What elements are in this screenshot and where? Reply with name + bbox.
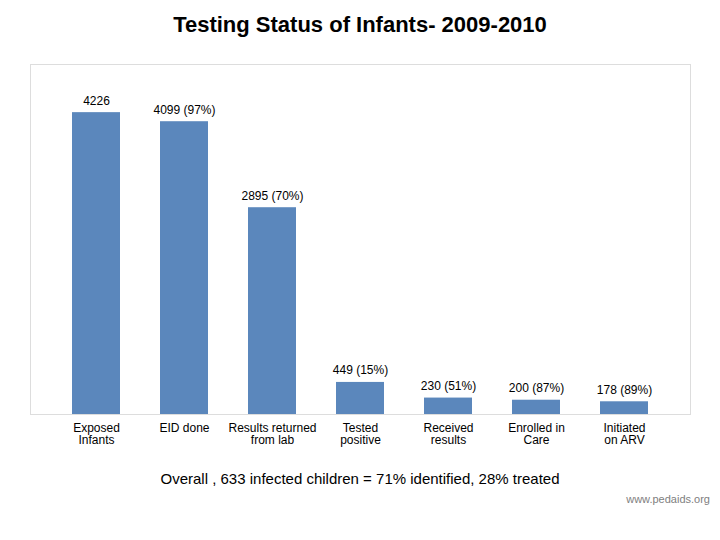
svg-text:Testedpositive: Testedpositive — [340, 421, 381, 447]
svg-text:178 (89%): 178 (89%) — [597, 383, 652, 397]
svg-text:ExposedInfants: ExposedInfants — [73, 421, 120, 447]
html-text:Overall , 633 infected childre: Overall , 633 infected children = 71% id… — [160, 470, 560, 487]
svg-text:Enrolled inCare: Enrolled inCare — [508, 421, 565, 447]
html-text:Testing Status of Infants- 200: Testing Status of Infants- 2009-2010 — [173, 12, 547, 37]
svg-text:200 (87%): 200 (87%) — [509, 381, 564, 395]
svg-text:Results returnedfrom lab: Results returnedfrom lab — [228, 421, 316, 447]
svg-text:4099 (97%): 4099 (97%) — [153, 103, 215, 117]
svg-text:2895 (70%): 2895 (70%) — [241, 189, 303, 203]
svg-text:4226: 4226 — [83, 94, 110, 108]
html-text:www.pedaids.org: www.pedaids.org — [626, 493, 710, 505]
svg-text:449 (15%): 449 (15%) — [333, 363, 388, 377]
svg-text:EID done: EID done — [159, 421, 209, 435]
svg-text:Initiatedon ARV: Initiatedon ARV — [603, 421, 645, 447]
svg-text:230 (51%): 230 (51%) — [421, 379, 476, 393]
svg-text:Receivedresults: Receivedresults — [423, 421, 473, 447]
